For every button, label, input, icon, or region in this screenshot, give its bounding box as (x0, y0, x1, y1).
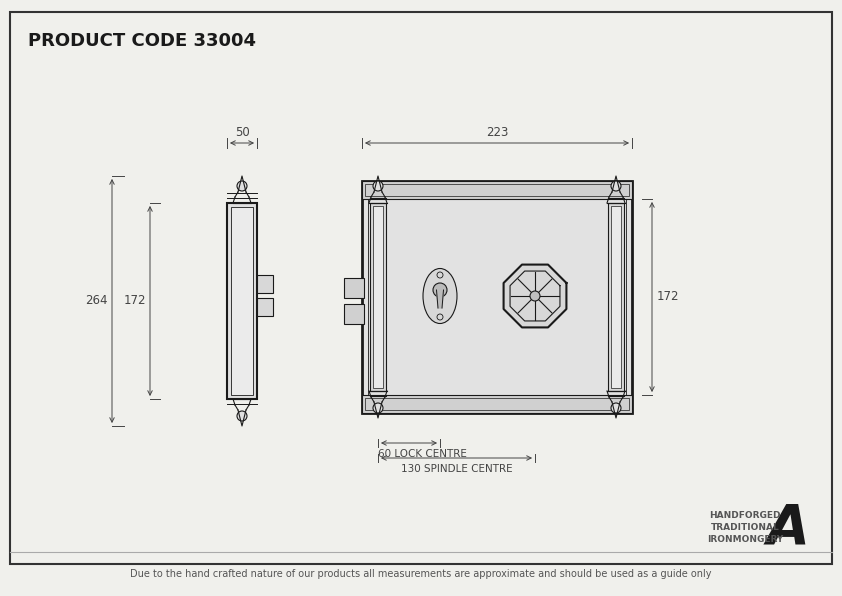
Circle shape (530, 291, 540, 301)
Text: 60 LOCK CENTRE: 60 LOCK CENTRE (378, 449, 466, 459)
Circle shape (611, 181, 621, 191)
Bar (370, 203, 386, 391)
Bar (608, 203, 624, 391)
Text: HANDFORGED: HANDFORGED (709, 511, 781, 520)
Bar (344, 304, 364, 324)
Bar (373, 206, 383, 388)
Bar (257, 275, 273, 293)
Bar (257, 298, 273, 316)
Ellipse shape (423, 269, 457, 324)
Bar (344, 278, 364, 298)
Bar (365, 184, 629, 196)
Circle shape (237, 181, 247, 191)
Text: 172: 172 (657, 290, 679, 303)
Text: TRADITIONAL: TRADITIONAL (711, 523, 780, 532)
Bar (611, 206, 621, 388)
Circle shape (433, 283, 447, 297)
Bar (362, 181, 632, 199)
Text: A: A (766, 501, 809, 555)
Polygon shape (436, 290, 444, 308)
Text: 130 SPINDLE CENTRE: 130 SPINDLE CENTRE (401, 464, 512, 474)
Text: 223: 223 (486, 126, 509, 139)
Polygon shape (504, 265, 567, 327)
Circle shape (373, 403, 383, 413)
Circle shape (373, 181, 383, 191)
Bar (365, 398, 629, 410)
Text: PRODUCT CODE 33004: PRODUCT CODE 33004 (28, 32, 256, 50)
Text: IRONMONGERY: IRONMONGERY (707, 535, 783, 545)
Bar (362, 395, 632, 413)
Bar (368, 187, 626, 407)
Bar (231, 207, 253, 395)
Bar (227, 203, 257, 399)
Text: 172: 172 (124, 294, 146, 308)
Circle shape (237, 411, 247, 421)
Text: 264: 264 (86, 294, 108, 308)
Bar (362, 181, 632, 413)
Text: 50: 50 (235, 126, 249, 139)
Circle shape (611, 403, 621, 413)
Text: Due to the hand crafted nature of our products all measurements are approximate : Due to the hand crafted nature of our pr… (131, 569, 711, 579)
